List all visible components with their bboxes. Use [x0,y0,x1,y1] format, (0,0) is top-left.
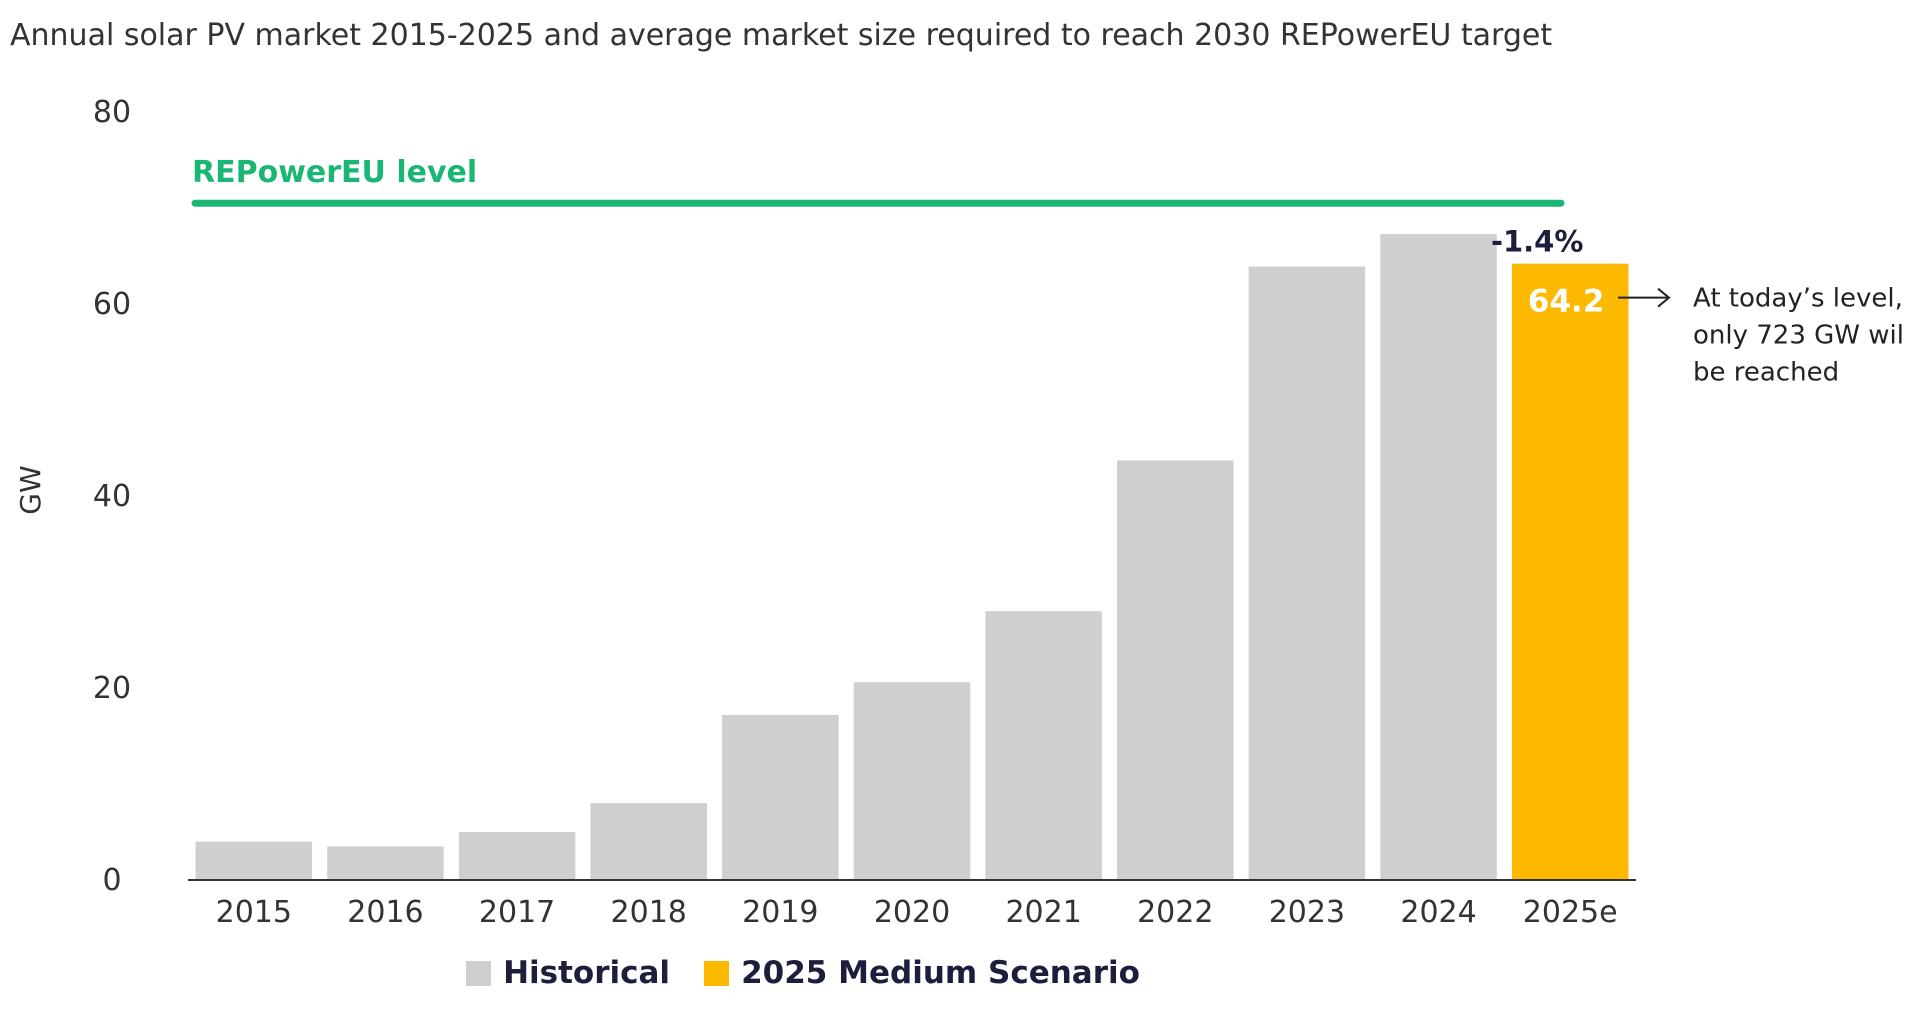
legend: Historical 2025 Medium Scenario [0,955,1906,991]
y-tick-label: 80 [93,95,131,130]
x-tick-label: 2022 [1137,895,1213,930]
chart-title: Annual solar PV market 2015-2025 and ave… [10,18,1553,53]
note-line: only 723 GW will [1693,321,1906,351]
reference-line-group: REPowerEU level [191,155,1565,207]
bar-2022 [1117,460,1234,880]
y-tick-label: 60 [93,287,131,322]
legend-swatch-historical [466,960,492,986]
note-line: At today’s level, [1693,284,1903,314]
bar-2024 [1380,233,1497,881]
bars [195,233,1629,881]
legend-label-historical: Historical [503,955,671,991]
bar-2023 [1248,266,1366,880]
x-tick-label: 2016 [347,895,423,930]
data-label-2025e: 64.2 [1528,284,1605,320]
bar-2016 [327,846,444,880]
x-tick-label: 2020 [874,895,950,930]
y-axis: 0 20 40 60 80 [93,95,131,898]
note-arrow-head [1657,287,1671,308]
bar-2020 [853,682,971,880]
x-tick-label: 2024 [1400,895,1476,930]
bar-2019 [722,714,839,880]
legend-swatch-scenario [704,960,730,986]
x-tick-label: 2021 [1005,895,1081,930]
legend-item-scenario: 2025 Medium Scenario [704,955,1140,991]
legend-label-scenario: 2025 Medium Scenario [741,955,1140,991]
change-label: -1.4% [1491,225,1583,259]
note-line: be reached [1693,358,1839,388]
x-tick-label: 2023 [1269,895,1345,930]
y-tick-label: 0 [102,863,121,898]
bar-2021 [985,611,1102,880]
y-axis-label: GW [14,465,47,514]
x-tick-label: 2015 [216,895,292,930]
bar-2018 [590,803,707,880]
y-tick-label: 40 [93,479,131,514]
bar-2017 [458,832,576,880]
x-tick-label: 2018 [611,895,687,930]
x-tick-label: 2019 [742,895,818,930]
reference-line-label: REPowerEU level [192,155,477,190]
x-axis: 2015 2016 2017 2018 2019 2020 2021 2022 2023 2024… [188,879,1636,930]
bar-2015 [195,841,313,880]
x-tick-label: 2017 [479,895,555,930]
annotations: -1.4% 64.2 At today’s level, only 723 GW wi… [1491,225,1906,388]
x-tick-label: 2025e [1523,895,1618,930]
legend-item-historical: Historical [466,955,670,991]
y-tick-label: 20 [93,671,131,706]
bar-2025e [1511,263,1629,880]
